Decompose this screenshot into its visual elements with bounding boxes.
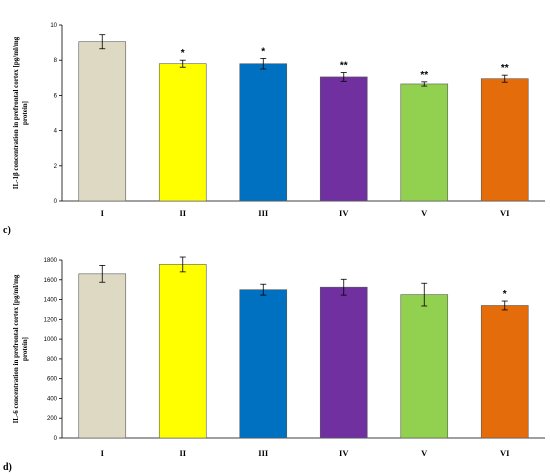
- y-tick-label: 6: [54, 93, 58, 99]
- category-label: IV: [339, 448, 349, 458]
- bar-VI: [480, 78, 529, 202]
- y-tick-label: 200: [47, 416, 58, 422]
- y-axis-label-line: protein]: [21, 337, 29, 361]
- category-label: IV: [339, 208, 349, 218]
- y-tick-label: 400: [47, 396, 58, 402]
- y-tick-label: 1800: [44, 258, 58, 264]
- category-label: VI: [500, 208, 510, 218]
- category-label: III: [258, 448, 269, 458]
- y-tick-label: 4: [54, 129, 58, 135]
- y-axis-label: IL-1β concentration in prefrontal cortex…: [12, 36, 29, 189]
- y-tick-label: 8: [54, 58, 58, 64]
- y-tick-label: 600: [47, 377, 58, 383]
- category-label: III: [258, 208, 269, 218]
- y-tick-label: 10: [50, 23, 57, 29]
- panel-label-d: d): [3, 462, 12, 473]
- category-label: II: [179, 448, 186, 458]
- y-tick-label: 0: [54, 436, 58, 442]
- y-tick-label: 800: [47, 357, 58, 363]
- y-tick-label: 1400: [44, 298, 58, 304]
- bar-VI: [480, 305, 529, 439]
- panel-label-c: c): [3, 225, 11, 236]
- significance-marker: **: [340, 61, 348, 72]
- bar-II: [158, 264, 207, 439]
- category-label: I: [101, 208, 105, 218]
- bar-I: [78, 41, 127, 202]
- chart-panel-1: 0 2 4 6 8 10 IL-1β concentration in prefrontal…: [12, 23, 545, 218]
- y-axis-label-line: IL-6 concentration in prefrontal cortex …: [12, 274, 20, 423]
- significance-marker: **: [501, 63, 509, 74]
- y-tick-label: 1200: [44, 317, 58, 323]
- category-label: VI: [500, 448, 510, 458]
- significance-marker: **: [420, 70, 428, 81]
- y-tick-label: 1600: [44, 278, 58, 284]
- bar-V: [400, 294, 449, 439]
- chart-panel-2: 0 200 400 600 800 1000 1200 1400 1600 1800 IL-6 co…: [12, 256, 545, 458]
- bar-III: [239, 63, 288, 202]
- y-axis-label: IL-6 concentration in prefrontal cortex …: [12, 274, 29, 423]
- bar-III: [239, 289, 288, 439]
- category-label: V: [421, 448, 428, 458]
- y-tick-label: 2: [54, 164, 58, 170]
- y-tick-label: 1000: [44, 337, 58, 343]
- category-label: V: [421, 208, 428, 218]
- bar-I: [78, 273, 127, 439]
- y-tick-label: 0: [54, 199, 58, 205]
- bar-IV: [319, 76, 368, 202]
- y-axis-label-line: IL-1β concentration in prefrontal cortex…: [12, 36, 20, 189]
- significance-marker: *: [261, 46, 265, 57]
- bar-II: [158, 63, 207, 202]
- significance-marker: *: [503, 289, 507, 300]
- bar-V: [400, 83, 449, 202]
- bar-IV: [319, 286, 368, 439]
- significance-marker: *: [181, 48, 185, 59]
- category-label: I: [101, 448, 105, 458]
- y-axis-label-line: protein]: [21, 101, 29, 125]
- category-label: II: [179, 208, 186, 218]
